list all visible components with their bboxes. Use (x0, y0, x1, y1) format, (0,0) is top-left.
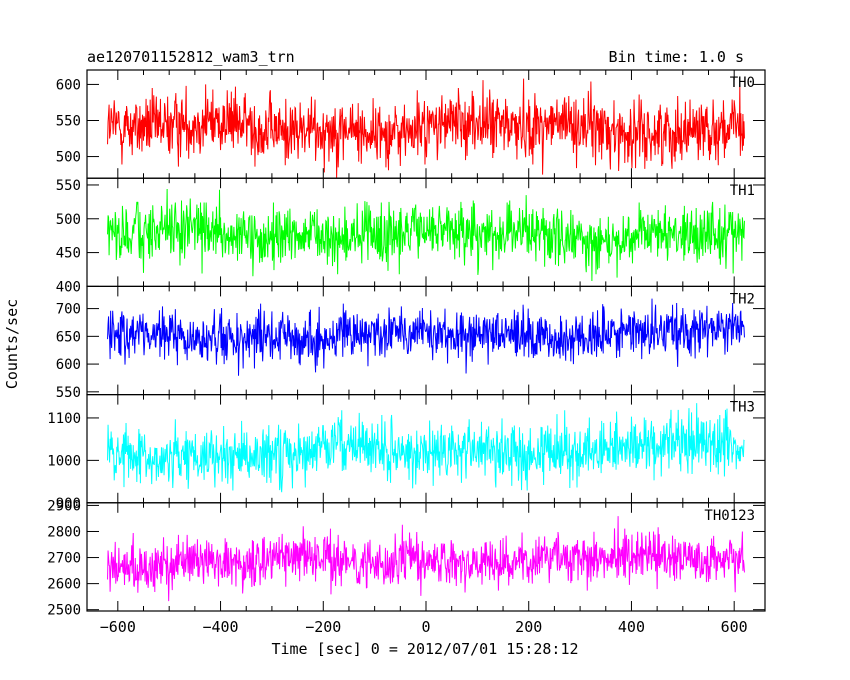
x-tick-label: 400 (618, 618, 645, 636)
series-label: TH3 (730, 400, 755, 416)
y-tick-label: 500 (56, 150, 81, 166)
x-tick-label: −600 (100, 618, 136, 636)
series-label: TH0123 (704, 508, 755, 524)
panel-th3: 900 1000 1100 TH3 (47, 394, 766, 512)
y-tick-label: 2600 (47, 577, 81, 593)
y-tick-label: 400 (56, 279, 81, 295)
y-tick-label: 1100 (47, 411, 81, 427)
x-tick-label: 0 (421, 618, 430, 636)
x-tick-label: −200 (305, 618, 341, 636)
y-tick-label: 700 (56, 302, 81, 318)
y-tick-label: 500 (56, 212, 81, 228)
series-line-th0123 (107, 516, 745, 602)
series-line-th1 (107, 189, 745, 281)
y-tick-label: 600 (56, 357, 81, 373)
y-tick-label: 2700 (47, 551, 81, 567)
y-tick-label: 2900 (47, 498, 81, 514)
series-line-th3 (107, 403, 745, 493)
x-axis-label: Time [sec] 0 = 2012/07/01 15:28:12 (271, 640, 578, 658)
panel-th0123: 2500 2600 2700 2800 2900 TH0123 (47, 498, 766, 619)
series-label: TH0 (730, 75, 755, 91)
panels: 500 550 600 TH0 400 450 500 550 TH1 550 600 650 700 T… (47, 69, 766, 619)
y-tick-label: 650 (56, 329, 81, 345)
y-tick-label: 550 (56, 113, 81, 129)
series-line-th0 (107, 78, 745, 178)
y-tick-label: 550 (56, 385, 81, 401)
y-tick-label: 900 (56, 496, 81, 512)
y-tick-label: 450 (56, 246, 81, 262)
x-tick-label: 600 (721, 618, 748, 636)
y-tick-label: 1000 (47, 453, 81, 469)
bin-time-label: Bin time: 1.0 s (609, 48, 744, 66)
panel-th0: 500 550 600 TH0 (56, 69, 766, 179)
series-label: TH1 (730, 183, 755, 199)
y-tick-label: 600 (56, 77, 81, 93)
series-label: TH2 (730, 291, 755, 307)
y-tick-label: 2800 (47, 524, 81, 540)
y-tick-label: 2500 (47, 603, 81, 619)
chart-title: ae120701152812_wam3_trn (87, 48, 295, 66)
x-tick-label: 200 (515, 618, 542, 636)
x-axis: −600 −400 −200 0 200 400 600 (100, 618, 748, 636)
panel-th2: 550 600 650 700 TH2 (56, 285, 766, 401)
x-tick-label: −400 (202, 618, 238, 636)
panel-th1: 400 450 500 550 TH1 (56, 177, 766, 295)
y-axis-label: Counts/sec (3, 299, 21, 389)
series-line-th2 (107, 298, 745, 376)
y-tick-label: 550 (56, 178, 81, 194)
